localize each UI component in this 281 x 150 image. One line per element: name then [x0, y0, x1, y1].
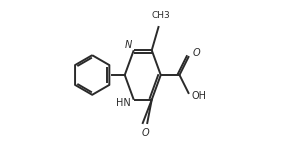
Text: N: N: [125, 40, 132, 50]
Text: CH3: CH3: [151, 11, 170, 20]
Text: OH: OH: [191, 91, 206, 101]
Text: O: O: [192, 48, 200, 57]
Text: O: O: [141, 128, 149, 138]
Text: HN: HN: [116, 99, 131, 108]
